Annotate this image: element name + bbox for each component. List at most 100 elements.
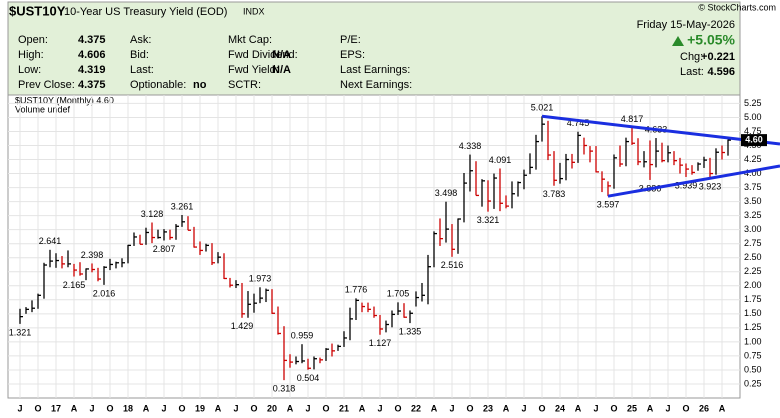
field-label: Bid: <box>130 49 149 61</box>
field-label: P/E: <box>340 34 361 46</box>
x-tick-label: J <box>521 403 526 413</box>
x-tick-label: O <box>610 403 617 413</box>
x-tick-label: A <box>647 403 654 413</box>
field-label: Mkt Cap: <box>228 34 272 46</box>
field-label: High: <box>18 49 44 61</box>
field-label: Open: <box>18 34 48 46</box>
peak-label: 2.516 <box>441 260 464 270</box>
peak-label: 2.398 <box>81 250 104 260</box>
quote-label: Chg: <box>680 51 703 63</box>
y-tick-label: 4.75 <box>744 126 762 136</box>
peak-label: 2.807 <box>153 244 176 254</box>
x-tick-label: 24 <box>555 403 565 413</box>
x-tick-label: O <box>322 403 329 413</box>
y-tick-label: 0.75 <box>744 350 762 360</box>
x-tick-label: 22 <box>411 403 421 413</box>
peak-label: 3.783 <box>543 189 566 199</box>
price-box-label: 4.60 <box>745 134 763 144</box>
field-value: 4.375 <box>78 79 106 91</box>
x-tick-label: 18 <box>123 403 133 413</box>
x-tick-label: A <box>431 403 438 413</box>
x-tick-label: O <box>178 403 185 413</box>
up-arrow <box>672 36 684 46</box>
peak-label: 3.321 <box>477 215 500 225</box>
peak-label: 0.959 <box>291 331 314 341</box>
x-tick-label: 25 <box>627 403 637 413</box>
peak-label: 2.641 <box>39 236 62 246</box>
field-label: Fwd Yield: <box>228 64 279 76</box>
peak-label: 1.776 <box>345 285 368 295</box>
plot-area <box>7 94 741 399</box>
y-tick-label: 5.00 <box>744 112 762 122</box>
y-tick-label: 4.25 <box>744 154 762 164</box>
y-tick-label: 0.25 <box>744 378 762 388</box>
x-tick-label: J <box>161 403 166 413</box>
peak-label: 4.745 <box>567 118 590 128</box>
field-value: N/A <box>272 64 291 76</box>
x-tick-label: A <box>359 403 366 413</box>
x-tick-label: 23 <box>483 403 493 413</box>
y-tick-label: 3.25 <box>744 210 762 220</box>
peak-label: 5.021 <box>531 103 554 113</box>
peak-label: 3.939 <box>675 180 698 190</box>
quote-label: Last: <box>680 66 704 78</box>
peak-label: 0.504 <box>297 373 320 383</box>
field-label: Last Earnings: <box>340 64 410 76</box>
field-value: N/A <box>272 49 291 61</box>
peak-label: 1.705 <box>387 289 410 299</box>
field-label: Ask: <box>130 34 151 46</box>
field-label: Optionable: <box>130 79 186 91</box>
quote-value: +0.221 <box>701 51 735 63</box>
peak-label: 3.261 <box>171 201 194 211</box>
peak-label: 4.338 <box>459 141 482 151</box>
quote-value: 4.596 <box>707 66 735 78</box>
x-tick-label: J <box>305 403 310 413</box>
y-tick-label: 5.25 <box>744 98 762 108</box>
peak-label: 1.321 <box>9 327 32 337</box>
price-box <box>741 134 767 147</box>
y-tick-label: 2.75 <box>744 238 762 248</box>
peak-label: 1.429 <box>231 321 254 331</box>
peak-label: 1.335 <box>399 326 422 336</box>
x-tick-label: O <box>466 403 473 413</box>
peak-label: 4.091 <box>489 155 512 165</box>
x-tick-label: 21 <box>339 403 349 413</box>
field-value: 4.319 <box>78 64 106 76</box>
x-tick-label: 17 <box>51 403 61 413</box>
x-tick-label: J <box>593 403 598 413</box>
y-tick-label: 3.75 <box>744 182 762 192</box>
y-tick-label: 1.75 <box>744 294 762 304</box>
peak-label: 3.597 <box>597 200 620 210</box>
x-tick-label: A <box>503 403 510 413</box>
field-label: Fwd Dividend: <box>228 49 298 61</box>
copyright: © StockCharts.com <box>698 2 776 12</box>
peak-label: 2.165 <box>63 280 86 290</box>
y-tick-label: 2.50 <box>744 252 762 262</box>
peak-label: 3.128 <box>141 209 164 219</box>
exchange: INDX <box>243 6 265 16</box>
x-tick-label: O <box>106 403 113 413</box>
field-value: 4.375 <box>78 34 106 46</box>
x-tick-label: J <box>377 403 382 413</box>
y-tick-label: 4.00 <box>744 168 762 178</box>
trend-line <box>607 164 780 198</box>
x-tick-label: O <box>682 403 689 413</box>
x-tick-label: O <box>538 403 545 413</box>
change-percent: +5.05% <box>687 32 735 48</box>
x-tick-label: A <box>287 403 294 413</box>
y-tick-label: 1.50 <box>744 308 762 318</box>
x-tick-label: O <box>394 403 401 413</box>
x-tick-label: 20 <box>267 403 277 413</box>
x-tick-label: A <box>71 403 78 413</box>
trend-line <box>541 114 780 146</box>
legend: $UST10Y (Monthly) 4.60 <box>15 95 114 105</box>
x-tick-label: A <box>575 403 582 413</box>
x-tick-label: O <box>250 403 257 413</box>
field-label: Prev Close: <box>18 79 75 91</box>
x-tick-label: J <box>449 403 454 413</box>
x-tick-label: 19 <box>195 403 205 413</box>
y-tick-label: 0.50 <box>744 364 762 374</box>
y-tick-label: 1.25 <box>744 322 762 332</box>
field-value: no <box>193 79 207 91</box>
symbol: $UST10Y <box>9 3 66 18</box>
